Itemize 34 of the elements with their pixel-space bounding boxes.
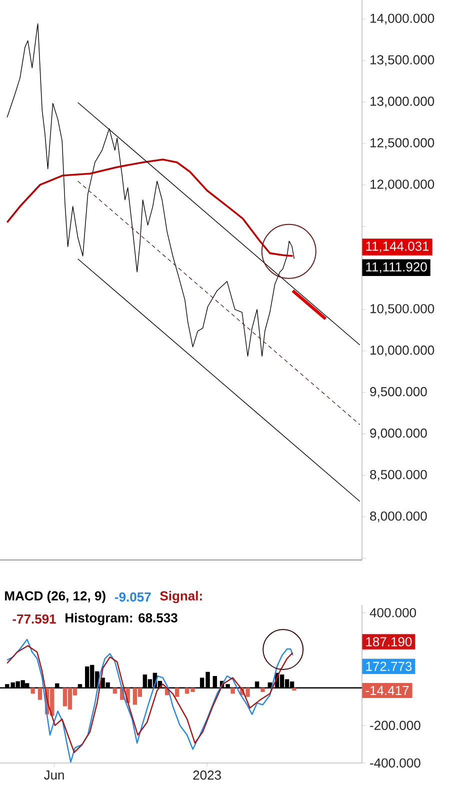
line-series [6, 158, 294, 257]
y-tick-label: 9,000.000 [370, 428, 427, 440]
y-tick-label: 400.000 [370, 608, 416, 618]
chart-title: MACD (26, 12, 9) [5, 590, 106, 604]
y-tick-label: 13,000.000 [370, 96, 434, 108]
text: Signal: [160, 590, 202, 604]
x-tick-label: Jun [44, 770, 64, 780]
y-tick-label: 8,500.000 [370, 470, 427, 481]
y-tick-label: 13,500.000 [370, 55, 434, 66]
y-tick-label: 9,500.000 [370, 387, 427, 398]
bar [112, 688, 118, 694]
y-tick-label: -400.000 [370, 758, 420, 768]
y-tick-label: 8,000.000 [370, 511, 427, 522]
annotation: Histogram: 68.533 [66, 612, 178, 626]
y-tick-label: 14,000.000 [370, 14, 434, 24]
bar [230, 688, 235, 694]
annotation: -77.591 [12, 614, 56, 624]
y-tick-label: 10,000.000 [370, 346, 434, 356]
text: 187.190 [366, 637, 412, 646]
x-tick-label: 2023 [193, 770, 221, 780]
text: 172.773 [366, 662, 412, 671]
text: -9.057 [114, 592, 151, 602]
bar [38, 688, 42, 700]
y-tick-label: 12,000.000 [370, 180, 434, 190]
bar [292, 688, 296, 690]
text: 11,111.920 [366, 262, 427, 274]
y-tick-label: 12,500.000 [370, 138, 434, 149]
bar [174, 688, 180, 697]
text: 11,144.031 [366, 242, 429, 252]
y-tick-label: -200.000 [370, 720, 420, 730]
bar [260, 688, 265, 692]
y-tick-label: 10,500.000 [370, 304, 434, 315]
bar [30, 688, 35, 694]
text: -14.417 [366, 686, 409, 695]
